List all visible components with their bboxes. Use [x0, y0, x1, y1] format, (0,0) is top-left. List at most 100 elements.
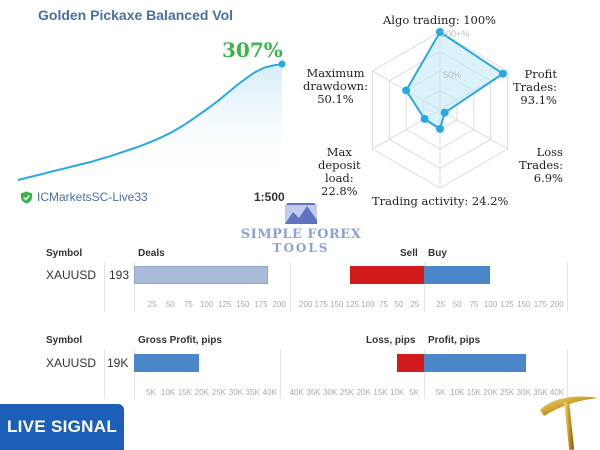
axis-tick-label: 20K [194, 388, 210, 397]
axis-tick-label: 25 [147, 300, 157, 309]
axis-tick-label: 125 [345, 300, 359, 309]
radar-label-algo: Algo trading: 100% [383, 13, 497, 27]
radar-label-deposit: Max deposit load: 22.8% [318, 145, 361, 198]
axis-tick-label: 200 [298, 300, 313, 309]
axis-tick-label: 100 [483, 300, 498, 309]
pickaxe-icon [540, 396, 598, 450]
axis-tick-label: 25K [211, 388, 227, 397]
growth-area [18, 64, 282, 180]
axis-tick-label: 35K [306, 388, 321, 397]
profit-pips-header: Profit, pips [428, 335, 481, 346]
profit-symbol-header: Symbol [46, 335, 83, 346]
broker-server[interactable]: ICMarketsSC-Live33 [37, 190, 148, 204]
axis-tick-label: 50 [165, 300, 175, 309]
verified-shield-icon [20, 190, 33, 204]
deals-axis: 25 50 75 100 125 150 175 200 [134, 300, 290, 312]
axis-tick-label: 175 [254, 300, 268, 309]
axis-tick-label: 100 [361, 300, 375, 309]
axis-tick-label: 200 [272, 300, 286, 309]
axis-tick-label: 5K [409, 388, 419, 397]
radar-point [498, 69, 507, 78]
growth-line [17, 63, 283, 181]
gross-profit-header: Gross Profit, pips [138, 335, 222, 346]
axis-tick-label: 40K [289, 388, 304, 397]
loss-axis: 40K 35K 30K 25K 20K 15K 10K 5K [280, 388, 424, 400]
radar-point [436, 28, 444, 36]
axis-tick-label: 15K [373, 388, 388, 397]
radar-axis-line [439, 109, 508, 150]
radar-polygon [405, 30, 505, 131]
radar-label-profit: Profit Trades: 93.1% [513, 67, 557, 107]
axis-tick-label: 125 [218, 300, 232, 309]
axis-tick-label: 150 [330, 300, 344, 309]
sell-axis: 200 175 150 125 100 75 50 25 [290, 300, 424, 312]
axis-tick-label: 5K [146, 388, 156, 397]
gross-profit-bar [134, 354, 199, 372]
live-signal-badge[interactable]: LIVE SIGNAL [0, 404, 124, 450]
axis-tick-label: 15K [466, 388, 482, 397]
radar-label-loss: Loss Trades: 6.9% [519, 145, 563, 185]
radar-scale-50: 50% [443, 70, 461, 80]
axis-tick-label: 150 [517, 300, 531, 309]
radar-point [436, 124, 444, 133]
axis-tick-label: 50 [394, 300, 404, 309]
deals-symbol: XAUUSD [46, 268, 97, 282]
buy-axis: 25 50 75 100 125 150 175 200 [424, 300, 567, 312]
profit-bar [424, 354, 526, 372]
sell-bar [350, 266, 424, 284]
axis-tick-label: 25 [436, 300, 446, 309]
radar-points [402, 28, 507, 133]
axis-tick-label: 20K [356, 388, 371, 397]
axis-tick-label: 50 [452, 300, 462, 309]
radar-scale-100: 100+% [441, 29, 469, 39]
axis-tick-label: 40K [549, 388, 565, 397]
axis-tick-label: 10K [450, 388, 465, 397]
loss-pips-header: Loss, pips [366, 335, 416, 346]
brand-line2: TOOLS [272, 241, 330, 255]
deals-count: 193 [109, 268, 130, 282]
growth-percentage: 307% [222, 38, 283, 62]
gross-axis: 5K 10K 15K 20K 25K 30K 35K 40K [134, 388, 280, 400]
deals-bar [134, 266, 268, 284]
axis-tick-label: 20K [483, 388, 498, 397]
deals-symbol-header: Symbol [46, 248, 83, 259]
axis-tick-label: 150 [236, 300, 250, 309]
radar-point [402, 86, 411, 95]
axis-tick-label: 30K [516, 388, 531, 397]
axis-tick-label: 25K [499, 388, 515, 397]
axis-tick-label: 25K [339, 388, 355, 397]
axis-tick-label: 75 [469, 300, 479, 309]
broker-info: ICMarketsSC-Live33 [20, 190, 148, 204]
radar-label-drawdown: Maximum drawdown: 50.1% [303, 66, 368, 106]
axis-tick-label: 30K [323, 388, 338, 397]
profit-axis: 5K 10K 15K 20K 25K 30K 35K 40K [424, 388, 567, 400]
axis-tick-label: 40K [262, 388, 277, 397]
growth-endpoint [278, 60, 286, 68]
axis-tick-label: 35K [533, 388, 548, 397]
radar-point [440, 108, 449, 117]
brand-line1: SIMPLE FOREX [240, 227, 362, 242]
profit-symbol: XAUUSD [46, 356, 97, 370]
sell-header: Sell [400, 248, 418, 259]
signal-title[interactable]: Golden Pickaxe Balanced Vol [38, 7, 234, 23]
axis-tick-label: 25 [410, 300, 420, 309]
brand-logo-icon [285, 203, 317, 224]
axis-tick-label: 10K [390, 388, 405, 397]
radar-label-activity: Trading activity: 24.2% [372, 194, 509, 208]
buy-bar [424, 266, 490, 284]
growth-chart [17, 60, 286, 181]
brand-watermark: SIMPLE FOREX TOOLS [236, 200, 366, 255]
leverage: 1:500 [254, 190, 285, 204]
axis-tick-label: 30K [228, 388, 244, 397]
axis-tick-label: 15K [177, 388, 193, 397]
radar-point [420, 114, 429, 123]
buy-header: Buy [428, 248, 447, 259]
axis-tick-label: 175 [314, 300, 328, 309]
axis-tick-label: 125 [500, 300, 514, 309]
axis-tick-label: 200 [550, 300, 564, 309]
axis-tick-label: 5K [435, 388, 446, 397]
loss-bar [397, 354, 424, 372]
axis-tick-label: 75 [183, 300, 193, 309]
axis-tick-label: 10K [160, 388, 176, 397]
radar-chart: 100+% 50% [372, 28, 508, 189]
